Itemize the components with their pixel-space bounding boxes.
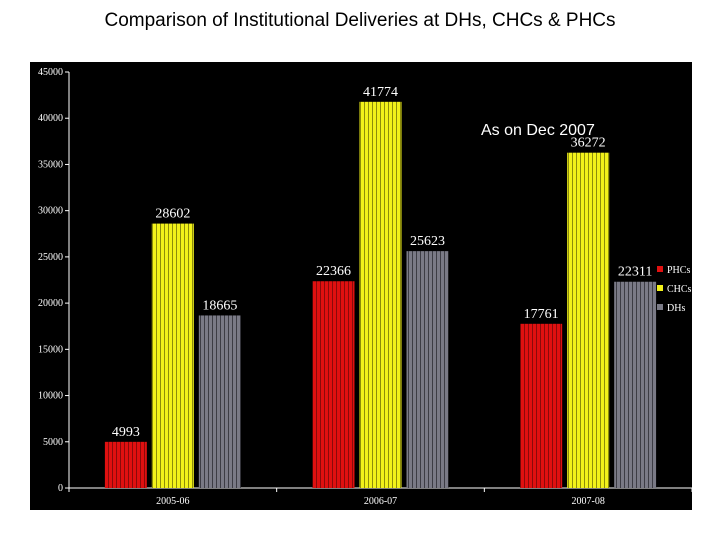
legend-label-phcs: PHCs bbox=[667, 265, 690, 276]
legend-swatch-dhs bbox=[657, 304, 663, 310]
legend-label-chcs: CHCs bbox=[667, 284, 692, 295]
bar-phcs-2007-08 bbox=[520, 323, 563, 488]
y-tick-label: 10000 bbox=[38, 391, 63, 402]
bar-dhs-2007-08 bbox=[614, 281, 657, 488]
y-tick-label: 20000 bbox=[38, 298, 63, 309]
y-tick-label: 30000 bbox=[38, 206, 63, 217]
data-label: 36272 bbox=[571, 136, 606, 151]
data-label: 4993 bbox=[112, 425, 140, 440]
y-tick-label: 0 bbox=[58, 483, 63, 494]
bar-dhs-2005-06 bbox=[198, 315, 241, 488]
data-label: 22311 bbox=[618, 265, 652, 280]
legend-label-dhs: DHs bbox=[667, 303, 685, 314]
y-tick-label: 40000 bbox=[38, 113, 63, 124]
x-category-label: 2007-08 bbox=[571, 496, 604, 507]
data-label: 18665 bbox=[202, 298, 237, 313]
data-label: 17761 bbox=[524, 307, 559, 322]
x-category-label: 2005-06 bbox=[156, 496, 189, 507]
y-tick-label: 5000 bbox=[43, 437, 63, 448]
bar-phcs-2006-07 bbox=[312, 281, 355, 488]
bar-chcs-2006-07 bbox=[359, 101, 402, 489]
bar-chcs-2005-06 bbox=[151, 223, 194, 488]
legend-swatch-chcs bbox=[657, 285, 663, 291]
bar-dhs-2006-07 bbox=[406, 251, 449, 488]
y-tick-label: 25000 bbox=[38, 252, 63, 263]
data-label: 28602 bbox=[155, 207, 190, 222]
y-tick-label: 45000 bbox=[38, 67, 63, 78]
data-label: 41774 bbox=[363, 85, 398, 100]
bar-chcs-2007-08 bbox=[567, 152, 610, 488]
y-tick-label: 35000 bbox=[38, 159, 63, 170]
chart-annotation: As on Dec 2007 bbox=[481, 122, 595, 139]
bar-phcs-2005-06 bbox=[104, 441, 147, 488]
chart-title: Comparison of Institutional Deliveries a… bbox=[104, 10, 616, 31]
data-label: 22366 bbox=[316, 264, 351, 279]
legend-swatch-phcs bbox=[657, 266, 663, 272]
data-label: 25623 bbox=[410, 234, 445, 249]
y-tick-label: 15000 bbox=[38, 344, 63, 355]
x-category-label: 2006-07 bbox=[364, 496, 397, 507]
